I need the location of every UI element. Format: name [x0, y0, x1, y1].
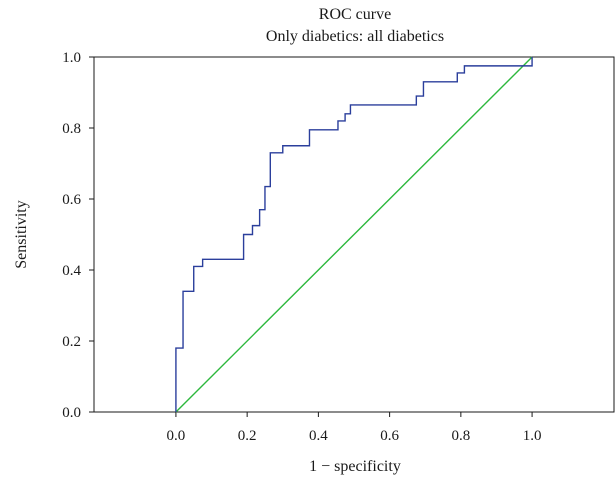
series-layer	[175, 56, 533, 413]
y-tick-label: 0.6	[62, 192, 81, 208]
chart-title: ROC curve	[319, 6, 391, 23]
x-tick-label: 1.0	[523, 428, 542, 444]
x-tick-label: 0.0	[167, 428, 186, 444]
y-axis: 0.0 0.2 0.4 0.6 0.8 1.0	[62, 50, 94, 421]
roc-curve-line	[175, 57, 533, 412]
x-axis-label: 1 − specificity	[309, 458, 401, 475]
x-tick-label: 0.2	[238, 428, 257, 444]
chart-subtitle: Only diabetics: all diabetics	[266, 28, 444, 45]
x-axis: 0.0 0.2 0.4 0.6 0.8 1.0	[167, 412, 542, 444]
plot-frame	[93, 56, 615, 413]
y-tick-label: 0.2	[62, 334, 81, 350]
y-tick-label: 0.8	[62, 121, 81, 137]
y-tick-label: 0.4	[62, 263, 81, 279]
x-tick-label: 0.6	[380, 428, 399, 444]
reference-diagonal-line	[175, 56, 533, 413]
x-tick-label: 0.4	[309, 428, 328, 444]
x-tick-label: 0.8	[451, 428, 470, 444]
y-axis-label: Sensitivity	[13, 200, 30, 268]
y-tick-label: 1.0	[62, 50, 81, 66]
y-tick-label: 0.0	[62, 405, 81, 421]
